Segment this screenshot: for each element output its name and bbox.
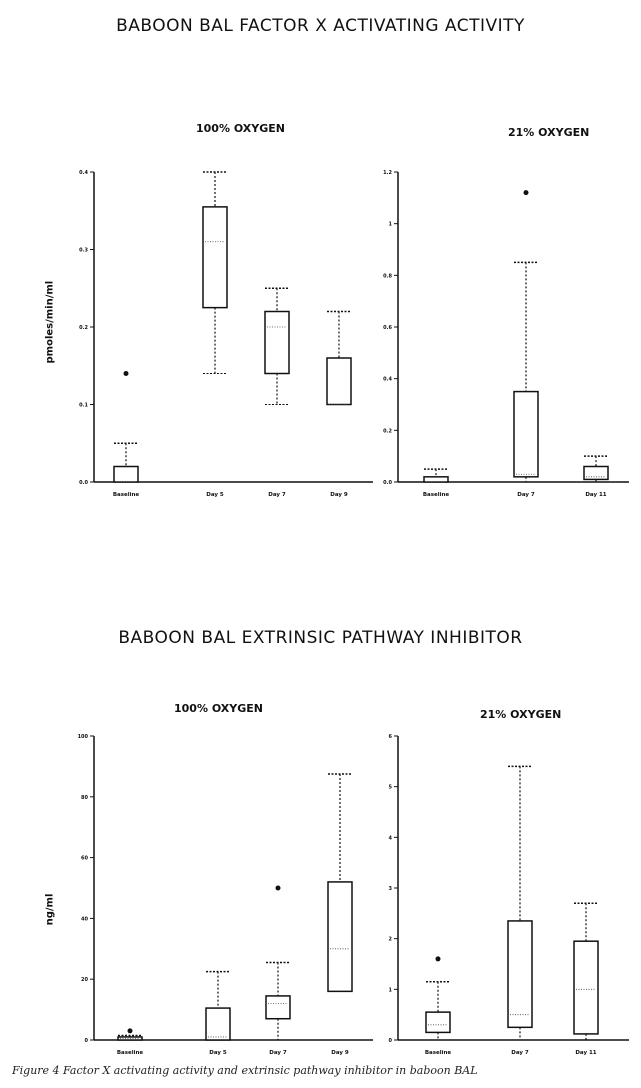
box-day-5 bbox=[202, 206, 228, 309]
y-tick-label: 80 bbox=[81, 795, 88, 801]
chart-factor-x-100-oxygen: 0.0 0.1 0.2 0.3 0.4 Baseline Day 5 Day 7 Day 9 bbox=[79, 170, 373, 498]
y-tick-label: 60 bbox=[81, 856, 88, 862]
panel-title-21-oxygen-top: 21% OXYGEN bbox=[508, 126, 590, 139]
y-tick-label: 0.8 bbox=[383, 273, 392, 279]
x-tick-label: Day 9 bbox=[330, 492, 348, 498]
box-baseline bbox=[425, 1011, 451, 1034]
box-baseline bbox=[113, 465, 139, 483]
y-tick-label: 1.2 bbox=[383, 170, 392, 176]
box-day-5 bbox=[205, 1007, 231, 1041]
x-tick-label: Day 7 bbox=[517, 492, 535, 498]
y-tick-label: 0.0 bbox=[383, 480, 392, 486]
x-tick-label: Day 5 bbox=[206, 492, 224, 498]
box-day-11 bbox=[573, 940, 599, 1035]
box-day-7 bbox=[513, 390, 539, 478]
panel-title-21-oxygen-bottom: 21% OXYGEN bbox=[480, 708, 562, 721]
y-tick-label: 0 bbox=[85, 1038, 89, 1044]
outlier-point bbox=[127, 1028, 133, 1034]
y-tick-label: 2 bbox=[389, 937, 393, 943]
y-axis-label-pmoles: pmoles/min/ml bbox=[44, 280, 56, 364]
outlier-point bbox=[523, 190, 529, 196]
box-day-7 bbox=[507, 920, 533, 1029]
x-tick-label: Day 7 bbox=[269, 1050, 287, 1056]
y-tick-label: 0.4 bbox=[383, 377, 392, 383]
y-tick-label: 1 bbox=[389, 987, 393, 993]
y-tick-label: 0.1 bbox=[79, 403, 88, 409]
outlier-point bbox=[435, 956, 441, 962]
box-baseline bbox=[423, 476, 449, 483]
y-axis-label-ngml: ng/ml bbox=[44, 893, 56, 926]
y-tick-label: 1 bbox=[389, 222, 393, 228]
box-day-9 bbox=[327, 881, 353, 993]
x-tick-label: Day 7 bbox=[268, 492, 286, 498]
y-tick-label: 0.2 bbox=[383, 428, 392, 434]
y-tick-label: 0.2 bbox=[79, 325, 88, 331]
y-tick-label: 0.3 bbox=[79, 248, 88, 254]
y-tick-label: 40 bbox=[81, 916, 88, 922]
y-tick-label: 4 bbox=[389, 835, 393, 841]
box-day-7 bbox=[265, 995, 291, 1020]
chart-factor-x-21-oxygen: 0.0 0.2 0.4 0.6 0.8 1 1.2 Baseline Day 7 Day 11 bbox=[383, 170, 629, 498]
panel-title-100-oxygen-bottom: 100% OXYGEN bbox=[174, 702, 263, 715]
x-tick-label: Day 7 bbox=[511, 1050, 529, 1056]
y-tick-label: 5 bbox=[389, 785, 393, 791]
section-title-extrinsic-inhibitor: BABOON BAL EXTRINSIC PATHWAY INHIBITOR bbox=[118, 628, 523, 648]
x-tick-label: Baseline bbox=[425, 1050, 452, 1056]
y-tick-label: 100 bbox=[78, 734, 89, 740]
section-title-factor-x: BABOON BAL FACTOR X ACTIVATING ACTIVITY bbox=[116, 16, 525, 36]
x-tick-label: Baseline bbox=[117, 1050, 144, 1056]
outlier-point bbox=[275, 885, 281, 891]
box-day-9 bbox=[326, 357, 352, 406]
x-tick-label: Baseline bbox=[113, 492, 140, 498]
box-day-7 bbox=[264, 310, 290, 375]
y-tick-label: 6 bbox=[389, 734, 393, 740]
y-tick-label: 20 bbox=[81, 977, 88, 983]
chart-inhibitor-100-oxygen: 0 20 40 60 80 100 Baseline Day 5 Day 7 Day 9 bbox=[78, 734, 373, 1056]
y-tick-label: 0.4 bbox=[79, 170, 88, 176]
x-tick-label: Day 5 bbox=[209, 1050, 227, 1056]
y-tick-label: 0.6 bbox=[383, 325, 392, 331]
x-tick-label: Day 11 bbox=[575, 1050, 596, 1056]
y-tick-label: 0 bbox=[389, 1038, 393, 1044]
y-tick-label: 0.0 bbox=[79, 480, 88, 486]
figure-caption: Figure 4 Factor X activating activity an… bbox=[12, 1064, 478, 1077]
x-tick-label: Day 11 bbox=[585, 492, 606, 498]
x-tick-label: Baseline bbox=[423, 492, 450, 498]
outlier-point bbox=[123, 371, 129, 376]
x-tick-label: Day 9 bbox=[331, 1050, 349, 1056]
y-tick-label: 3 bbox=[389, 886, 393, 892]
box-day-11 bbox=[583, 465, 609, 481]
chart-inhibitor-21-oxygen: 0 1 2 3 4 5 6 Baseline Day 7 Day 11 bbox=[389, 734, 629, 1056]
panel-title-100-oxygen-top: 100% OXYGEN bbox=[196, 122, 285, 135]
